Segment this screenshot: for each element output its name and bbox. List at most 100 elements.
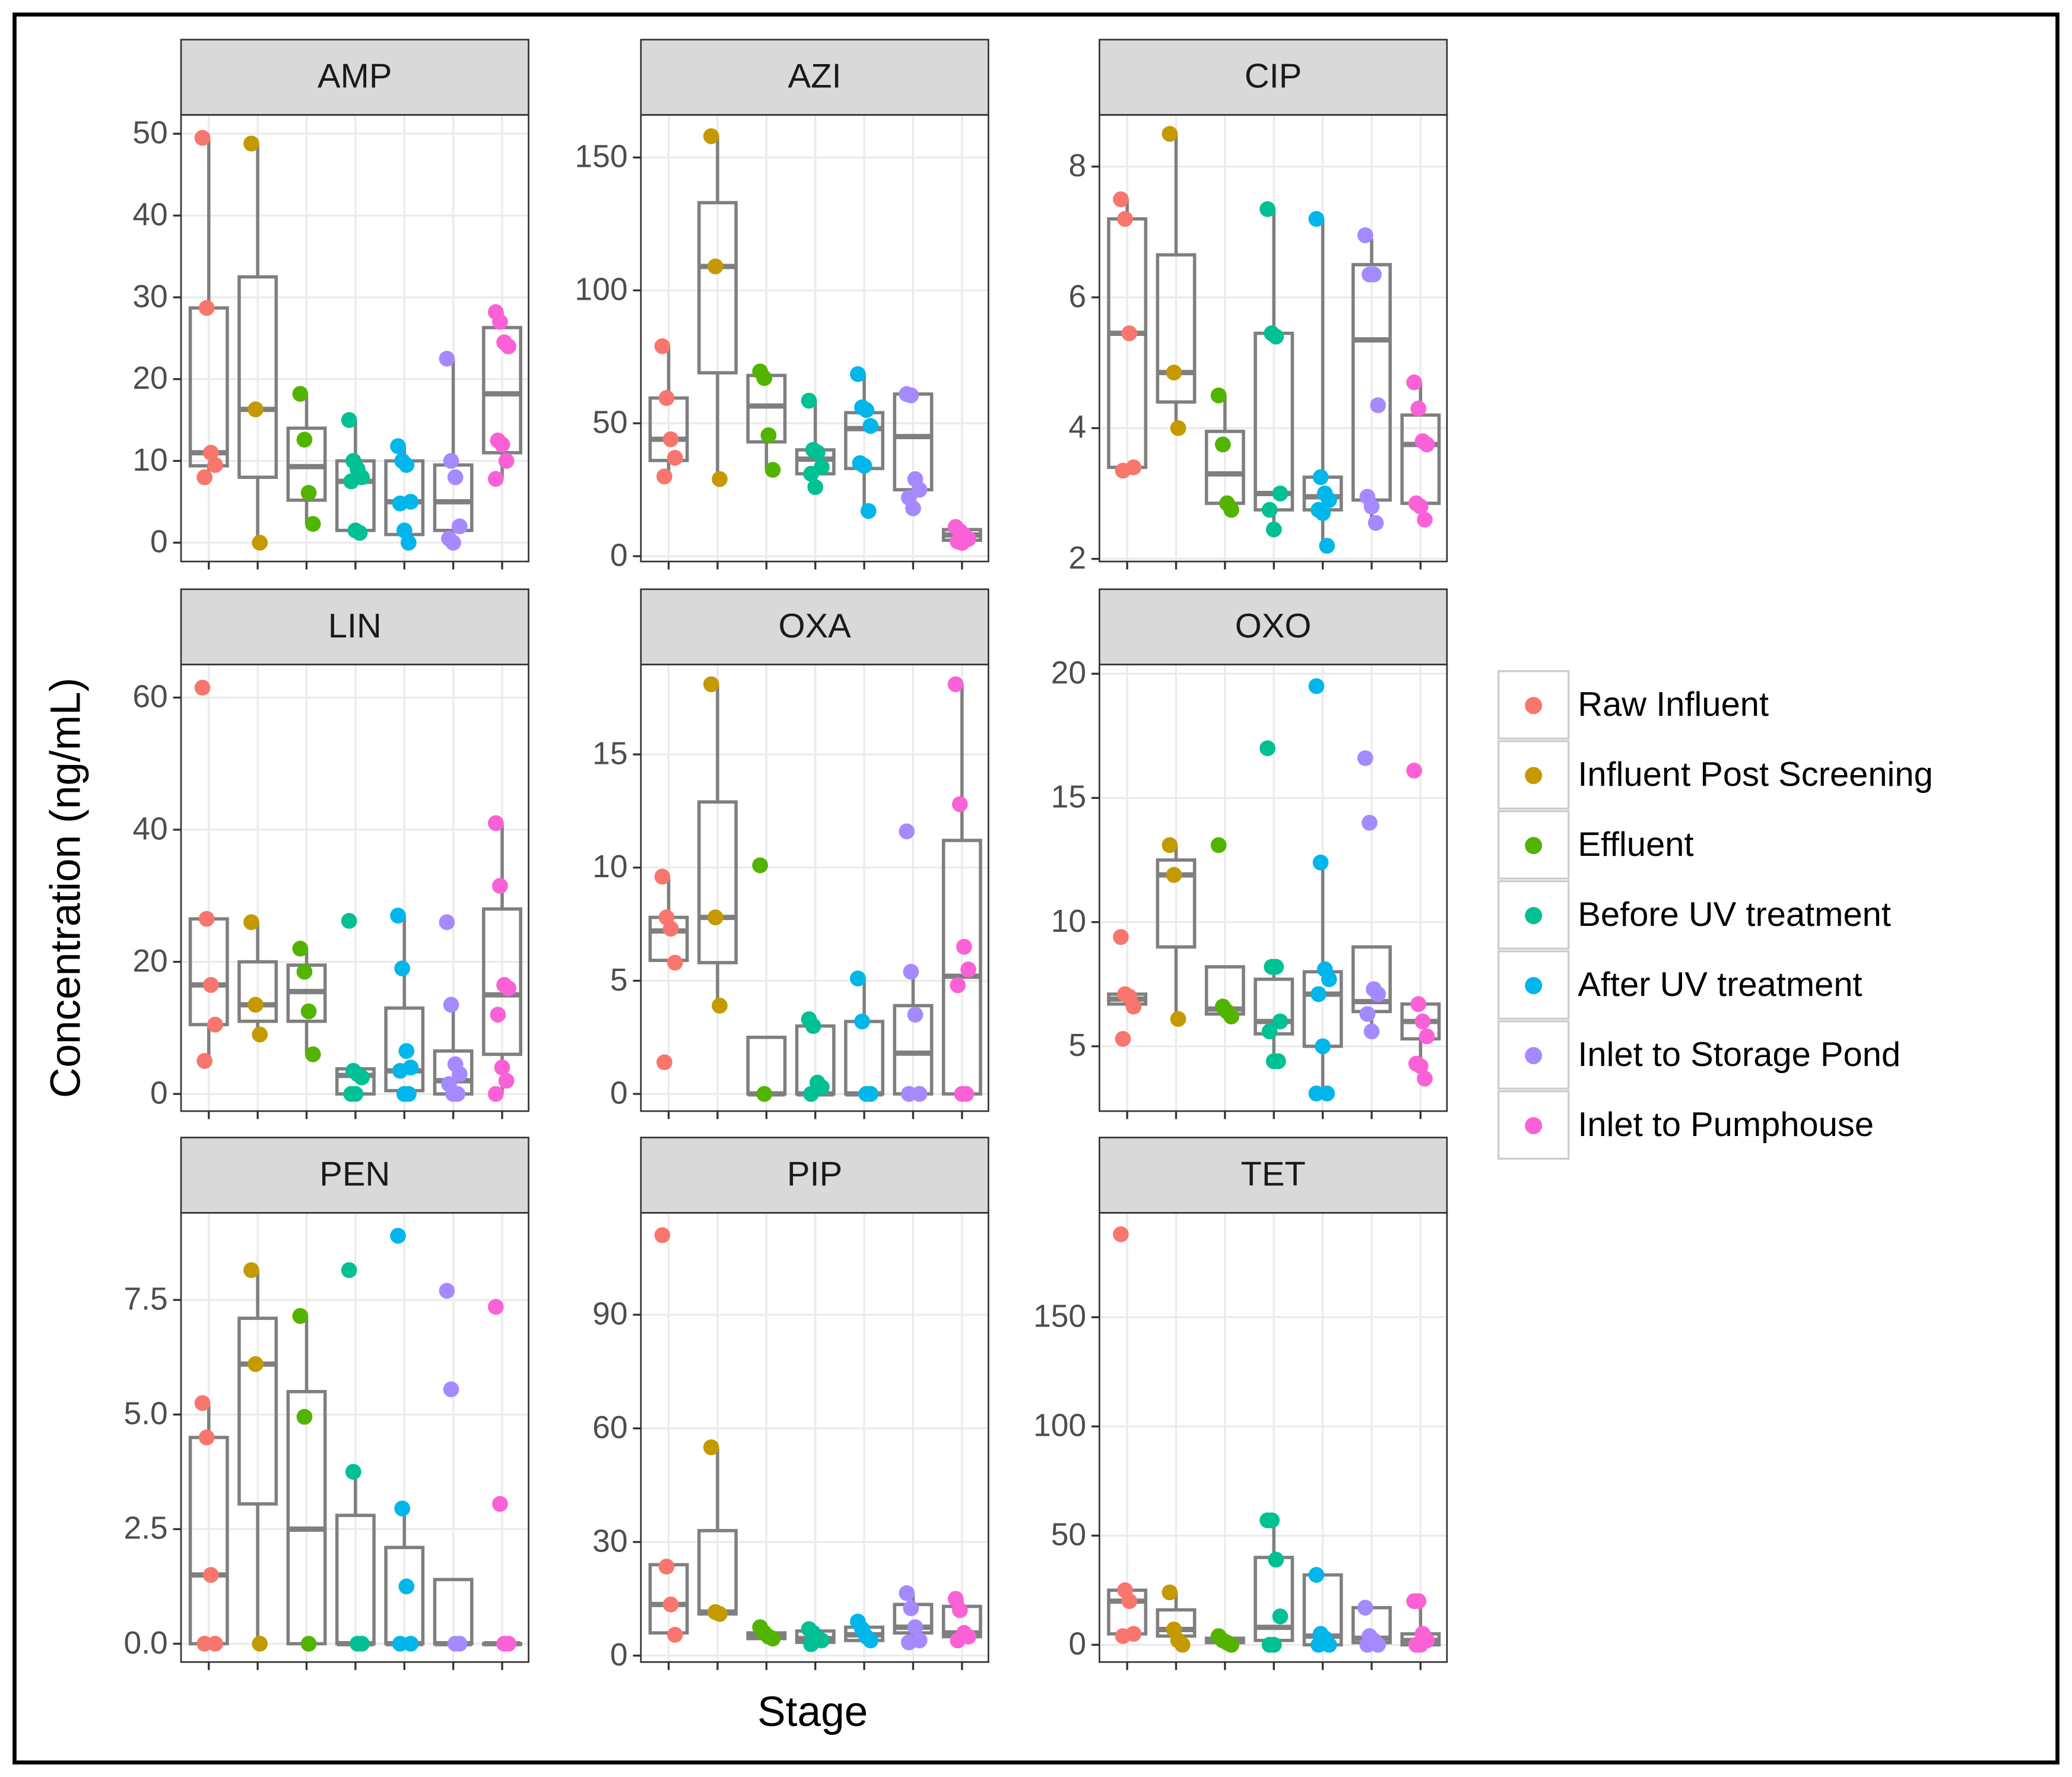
point <box>1413 499 1429 515</box>
y-tick-label: 2.5 <box>123 1511 167 1546</box>
point <box>1410 1593 1427 1610</box>
point <box>196 1053 213 1069</box>
strip <box>180 39 529 116</box>
point <box>703 1439 719 1455</box>
point <box>654 338 671 354</box>
legend-marker <box>1525 697 1543 715</box>
point <box>300 1003 317 1020</box>
point <box>954 535 970 551</box>
strip <box>640 39 989 116</box>
point <box>351 525 368 541</box>
point <box>1362 814 1378 831</box>
y-tick-label: 20 <box>132 361 167 396</box>
point <box>194 1395 211 1411</box>
strip <box>640 588 989 666</box>
panel-border <box>1099 664 1448 1112</box>
point <box>1125 998 1142 1015</box>
point <box>207 1016 223 1033</box>
point <box>494 436 510 453</box>
point <box>248 997 264 1013</box>
point <box>656 1054 672 1071</box>
point <box>354 1069 370 1086</box>
point <box>1363 1023 1380 1040</box>
point <box>196 1636 213 1652</box>
point <box>1357 1600 1373 1616</box>
point <box>1366 266 1382 283</box>
point <box>1214 436 1231 453</box>
legend-label: Inlet to Pumphouse <box>1578 1106 1874 1144</box>
point <box>1315 505 1331 521</box>
point <box>801 392 817 409</box>
point <box>198 300 215 316</box>
point <box>1410 400 1427 417</box>
point <box>1308 678 1325 694</box>
point <box>956 938 972 955</box>
strip-title: LIN <box>328 607 382 645</box>
point <box>899 1585 915 1601</box>
point <box>1174 1636 1191 1653</box>
point <box>202 1567 219 1583</box>
panel-border <box>180 114 529 563</box>
point <box>447 469 464 485</box>
point <box>304 1046 321 1062</box>
point <box>487 471 504 487</box>
point <box>1311 986 1327 1002</box>
point <box>390 907 406 924</box>
y-tick-label: 15 <box>592 736 627 771</box>
point <box>756 1086 773 1102</box>
legend-label: Inlet to Storage Pond <box>1578 1036 1900 1074</box>
point <box>862 1086 879 1102</box>
strip-title: TET <box>1240 1156 1305 1194</box>
y-tick-label: 30 <box>132 279 167 314</box>
point <box>304 516 321 532</box>
point <box>907 1007 924 1023</box>
point <box>1413 1058 1429 1074</box>
point <box>712 471 728 487</box>
point <box>500 1636 517 1652</box>
point <box>300 484 317 501</box>
y-tick-label: 2 <box>1068 541 1086 576</box>
point <box>856 458 872 474</box>
point <box>950 977 966 994</box>
point <box>1406 763 1423 779</box>
y-tick-label: 150 <box>1033 1299 1086 1334</box>
point <box>900 1086 917 1102</box>
point <box>445 535 462 551</box>
panel-border <box>180 664 529 1112</box>
box <box>1156 858 1197 949</box>
legend-label: Effluent <box>1578 826 1693 864</box>
y-tick-label: 15 <box>1051 780 1086 815</box>
point <box>1162 1584 1178 1601</box>
point <box>1272 1013 1289 1030</box>
point <box>703 128 719 144</box>
y-tick-label: 5 <box>1068 1028 1086 1063</box>
y-tick-label: 40 <box>132 197 167 232</box>
point <box>1312 854 1329 871</box>
point <box>1321 971 1337 988</box>
point <box>494 1059 510 1075</box>
y-tick-label: 20 <box>132 944 167 979</box>
point <box>654 1227 671 1243</box>
panel-border <box>640 114 989 563</box>
point <box>248 1356 264 1372</box>
point <box>451 1636 468 1652</box>
point <box>654 868 671 885</box>
strip <box>1099 1137 1448 1214</box>
strip-title: OXO <box>1235 607 1312 645</box>
point <box>341 1262 357 1278</box>
point <box>1357 750 1373 766</box>
y-tick-label: 100 <box>1033 1408 1086 1443</box>
point <box>451 1066 468 1083</box>
point <box>1413 1636 1429 1653</box>
box <box>237 275 278 479</box>
point <box>764 462 781 478</box>
point <box>401 535 417 551</box>
point <box>1261 502 1278 518</box>
point <box>1265 1636 1282 1653</box>
point <box>392 1062 408 1079</box>
point <box>1115 1628 1131 1644</box>
point <box>398 1043 415 1059</box>
strip <box>180 588 529 666</box>
point <box>354 1636 370 1652</box>
y-tick-label: 10 <box>1051 904 1086 939</box>
